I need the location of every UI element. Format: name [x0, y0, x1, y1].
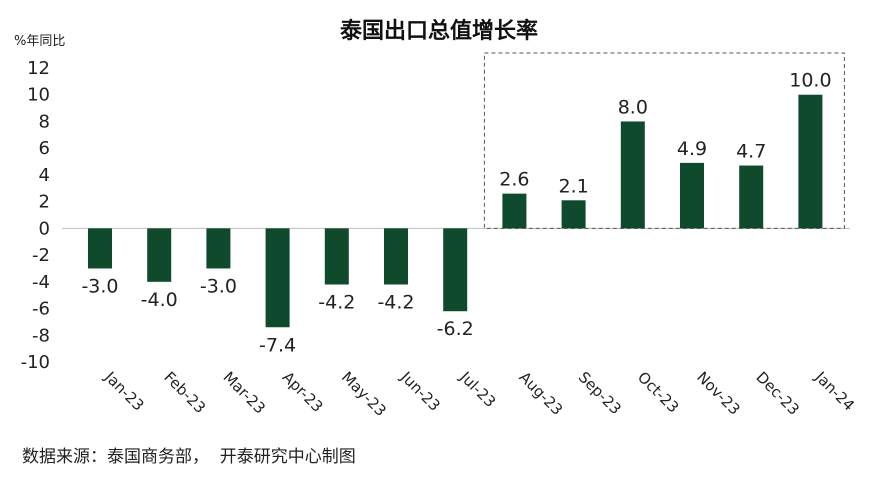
data-label: -4.2 — [318, 291, 355, 313]
x-axis-ticks: Jan-23 Feb-23 Mar-23 Apr-23 May-23 Jun-23 Jul-… — [100, 367, 858, 420]
y-tick-label: 6 — [39, 138, 50, 159]
y-tick-label: 0 — [39, 218, 50, 239]
x-tick-label: Feb-23 — [160, 368, 209, 417]
y-tick-label: 10 — [27, 85, 50, 106]
bar — [324, 228, 349, 285]
data-labels: -3.0 -4.0 -3.0 -7.4 -4.2 -4.2 -6.2 2.6 2.1 8.0 4.9… — [81, 70, 831, 357]
x-tick-label: Apr-23 — [279, 368, 327, 416]
bars — [88, 94, 823, 328]
source-note: 数据来源：泰国商务部， 开泰研究中心制图 — [22, 447, 356, 467]
x-tick-label: Oct-23 — [634, 368, 682, 416]
y-tick-label: 12 — [27, 58, 50, 79]
data-label: 2.1 — [558, 175, 588, 197]
bar — [798, 94, 823, 229]
x-tick-label: Mar-23 — [220, 368, 269, 417]
y-axis-unit-label: %年同比 — [14, 34, 65, 49]
data-label: 4.7 — [736, 141, 766, 163]
data-label: -3.0 — [200, 275, 237, 297]
bar — [502, 193, 527, 229]
data-label: -6.2 — [437, 318, 474, 340]
bar — [147, 228, 172, 282]
bar — [561, 200, 586, 229]
x-tick-label: Sep-23 — [575, 368, 625, 418]
data-label: -4.2 — [377, 291, 414, 313]
y-axis-ticks: 12 10 8 6 4 2 0 -2 -4 -6 -8 -10 — [21, 58, 50, 373]
bar — [443, 228, 468, 312]
data-label: 8.0 — [618, 96, 648, 118]
data-label: -4.0 — [141, 289, 178, 311]
x-tick-label: Jun-23 — [396, 367, 443, 414]
data-label: 4.9 — [677, 138, 707, 160]
data-label: -7.4 — [259, 334, 296, 356]
x-tick-label: Jan-24 — [811, 367, 858, 414]
data-label: 10.0 — [789, 70, 831, 92]
x-tick-label: Jan-23 — [100, 367, 147, 414]
x-tick-label: Jul-23 — [456, 367, 500, 411]
x-tick-label: May-23 — [338, 368, 390, 420]
bar — [206, 228, 231, 269]
y-tick-label: -8 — [32, 325, 50, 346]
x-tick-label: Nov-23 — [693, 368, 743, 418]
y-tick-label: -6 — [32, 299, 50, 320]
y-tick-label: -10 — [21, 352, 50, 373]
y-tick-label: 8 — [39, 111, 50, 132]
bar — [620, 121, 645, 229]
chart-title: 泰国出口总值增长率 — [339, 18, 538, 44]
bar — [265, 228, 290, 328]
y-tick-label: 4 — [39, 165, 50, 186]
x-tick-label: Dec-23 — [752, 368, 803, 419]
highlight-box — [483, 52, 845, 229]
bar — [739, 165, 764, 229]
data-label: -3.0 — [81, 275, 118, 297]
y-tick-label: -2 — [32, 245, 50, 266]
x-tick-label: Aug-23 — [516, 368, 567, 419]
bar — [384, 228, 408, 285]
bar — [88, 228, 112, 269]
y-tick-label: -4 — [32, 272, 50, 293]
y-tick-label: 2 — [39, 192, 50, 213]
data-label: 2.6 — [499, 169, 529, 191]
bar — [680, 162, 704, 229]
bar-chart: 泰国出口总值增长率 %年同比 12 10 8 6 4 2 0 -2 -4 -6 -8 -10 -3.0… — [14, 18, 858, 420]
